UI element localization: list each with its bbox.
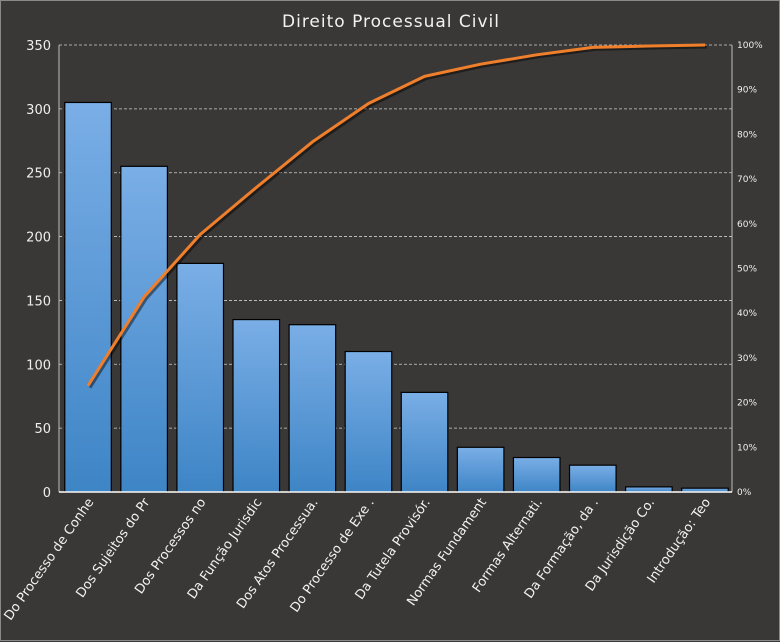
bar <box>345 352 392 492</box>
bar <box>289 325 336 492</box>
y-tick-label: 50 <box>34 422 51 437</box>
bar <box>626 487 673 492</box>
y-tick-label: 350 <box>26 39 51 54</box>
y2-tick-label: 10% <box>737 443 757 453</box>
bar <box>177 263 224 492</box>
bar <box>233 320 280 492</box>
y-tick-label: 0 <box>43 486 51 501</box>
y-tick-label: 250 <box>26 167 51 182</box>
bar <box>65 102 112 492</box>
y2-tick-label: 0% <box>737 488 752 498</box>
y-tick-label: 150 <box>26 294 51 309</box>
bar <box>457 447 504 492</box>
y-tick-label: 100 <box>26 358 51 373</box>
chart-title: Direito Processual Civil <box>282 12 500 32</box>
y-tick-label: 200 <box>26 231 51 246</box>
y2-tick-label: 100% <box>737 41 763 51</box>
y-tick-label: 300 <box>26 103 51 118</box>
y2-tick-label: 70% <box>737 175 757 185</box>
y2-tick-label: 80% <box>737 130 757 140</box>
x-tick-label: Do Processo de Conhe <box>2 496 98 624</box>
y2-tick-label: 60% <box>737 220 757 230</box>
y2-tick-label: 20% <box>737 399 757 409</box>
y2-tick-label: 30% <box>737 354 757 364</box>
bar <box>401 392 448 492</box>
bar <box>570 465 617 492</box>
bar <box>513 458 560 492</box>
y2-tick-label: 50% <box>737 265 757 275</box>
x-tick-label: Introdução: Teo <box>645 496 715 587</box>
y2-tick-label: 40% <box>737 309 757 319</box>
y2-tick-label: 90% <box>737 86 757 96</box>
